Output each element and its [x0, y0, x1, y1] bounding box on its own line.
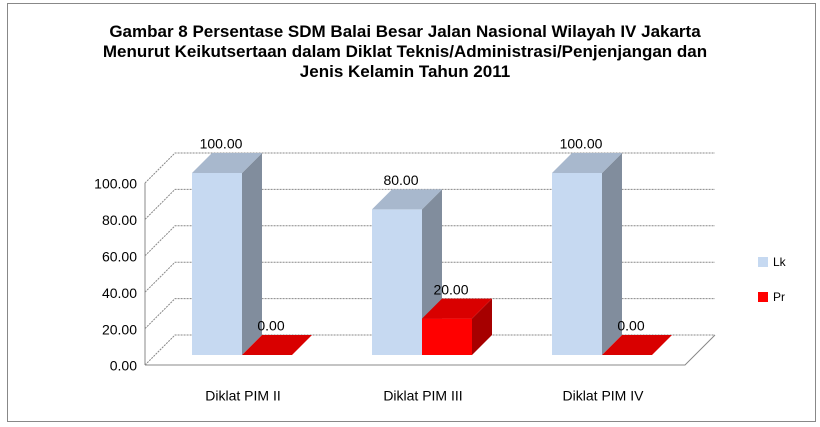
legend-swatch [758, 292, 768, 302]
y-tick-label: 0.00 [110, 358, 137, 374]
bar-top [602, 335, 672, 355]
chart-border [7, 3, 816, 422]
y-tick-label: 100.00 [94, 176, 137, 192]
value-label: 0.00 [257, 318, 284, 334]
bar [192, 173, 242, 355]
bar-top [552, 153, 622, 173]
value-label: 80.00 [383, 172, 418, 188]
bar-side [472, 298, 492, 355]
value-label: 20.00 [433, 281, 468, 297]
grid-line [144, 298, 715, 329]
value-label: 100.00 [200, 136, 243, 152]
grid-line [144, 334, 715, 366]
legend-label: Pr [773, 290, 785, 304]
bar-side [602, 153, 622, 355]
legend-label: Lk [773, 255, 787, 269]
x-tick-label: Diklat PIM IV [563, 388, 645, 404]
y-tick-label: 60.00 [102, 249, 137, 265]
bar-top [242, 335, 312, 355]
legend-swatch [758, 257, 768, 267]
y-tick-label: 20.00 [102, 321, 137, 337]
grid-line [144, 225, 715, 257]
value-label: 0.00 [617, 318, 644, 334]
bar [422, 318, 472, 355]
grid-line [144, 261, 715, 293]
x-tick-label: Diklat PIM II [205, 388, 280, 404]
bar [552, 173, 602, 355]
value-label: 100.00 [560, 136, 603, 152]
x-tick-label: Diklat PIM III [383, 388, 462, 404]
bar-top [372, 189, 442, 210]
bar [372, 209, 422, 355]
grid-line [144, 188, 715, 220]
bar-top [422, 298, 492, 319]
y-tick-label: 80.00 [102, 212, 137, 228]
chart-title: Gambar 8 Persentase SDM Balai Besar Jala… [102, 22, 708, 81]
y-tick-label: 40.00 [102, 285, 137, 301]
floor [145, 334, 716, 366]
grid-line [144, 152, 715, 184]
bar-top [192, 153, 262, 173]
bar-side [242, 153, 262, 355]
